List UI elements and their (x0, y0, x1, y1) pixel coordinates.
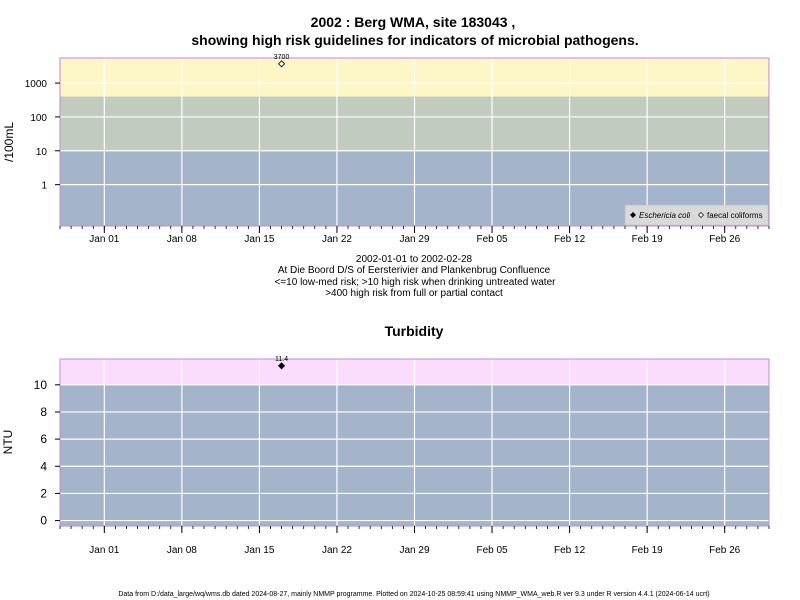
note-date-range: 2002-01-01 to 2002-02-28 (356, 254, 473, 265)
y-axis-label: /100mL (2, 122, 16, 162)
y-tick-label: 0 (40, 514, 47, 528)
x-tick-label: Jan 29 (399, 234, 429, 245)
x-tick-label: Jan 22 (322, 545, 352, 556)
x-tick-label: Jan 08 (167, 545, 197, 556)
note-risk-contact: >400 high risk from full or partial cont… (325, 288, 503, 299)
data-point (277, 362, 286, 370)
y-tick-label: 2 (40, 486, 47, 500)
x-tick-label: Jan 01 (89, 545, 119, 556)
x-tick-label: Feb 12 (554, 234, 586, 245)
footer-note: Data from D:/data_large/wq/wms.db dated … (118, 591, 709, 598)
legend-marker (630, 212, 636, 218)
y-tick-label: 6 (40, 432, 47, 446)
x-tick-label: Jan 15 (244, 234, 274, 245)
y-tick-label: 8 (40, 405, 47, 419)
x-tick-label: Jan 29 (399, 545, 429, 556)
x-tick-label: Feb 26 (709, 234, 741, 245)
legend-label: faecal coliforms (707, 211, 763, 220)
figure-title-line2: showing high risk guidelines for indicat… (191, 32, 638, 48)
note-risk-drinking: <=10 low-med risk; >10 high risk when dr… (275, 277, 557, 288)
y-tick-label: 100 (30, 113, 47, 124)
y-tick-label: 1000 (25, 79, 48, 90)
legend-marker (698, 212, 704, 218)
y-axis-label: NTU (1, 430, 15, 455)
y-tick-label: 10 (36, 147, 48, 158)
microbial-chart: Jan 01 Jan 08 Jan 15 Jan 22 Jan 29 Feb 05 Feb … (2, 54, 770, 245)
x-tick-label: Feb 05 (476, 545, 508, 556)
data-point (277, 60, 286, 68)
x-tick-label: Feb 19 (632, 545, 664, 556)
y-tick-label: 4 (40, 459, 47, 473)
figure-title-line1: 2002 : Berg WMA, site 183043 , (311, 14, 516, 30)
legend: Eschericia coli faecal coliforms (624, 204, 769, 226)
data-point-label: 11.4 (275, 356, 288, 363)
legend-label: Eschericia coli (639, 211, 690, 220)
data-point-label: 3700 (274, 54, 290, 61)
x-tick-label: Jan 01 (89, 234, 119, 245)
chart-title: Turbidity (385, 323, 444, 339)
x-tick-label: Feb 26 (709, 545, 741, 556)
y-tick-label: 10 (34, 378, 48, 392)
turbidity-chart: Jan 01 Jan 08 Jan 15 Jan 22 Jan 29 Feb 05 Feb … (1, 323, 770, 556)
x-tick-label: Jan 08 (167, 234, 197, 245)
legend-box (624, 204, 769, 226)
x-tick-label: Jan 22 (322, 234, 352, 245)
x-tick-label: Jan 15 (244, 545, 274, 556)
note-site: At Die Boord D/S of Eersterivier and Pla… (278, 265, 551, 276)
x-tick-label: Feb 12 (554, 545, 586, 556)
x-tick-label: Feb 19 (632, 234, 664, 245)
y-tick-label: 1 (41, 181, 47, 192)
x-tick-label: Feb 05 (476, 234, 508, 245)
